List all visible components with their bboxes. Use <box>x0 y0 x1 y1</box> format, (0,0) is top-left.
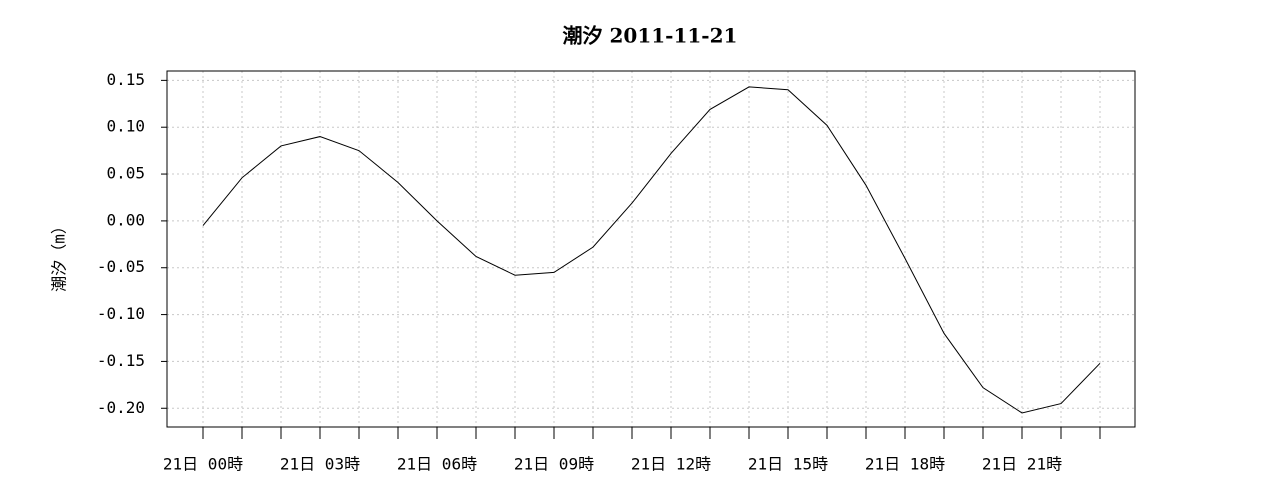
x-tick-label: 21日 00時 <box>163 455 243 474</box>
y-tick-label: 0.05 <box>106 164 145 183</box>
x-tick-label: 21日 15時 <box>748 455 828 474</box>
y-tick-label: 0.00 <box>106 210 145 229</box>
plot-frame <box>166 70 1136 428</box>
x-tick-label: 21日 09時 <box>514 455 594 474</box>
y-axis-label: 潮汐（m） <box>50 218 69 292</box>
x-tick-label: 21日 12時 <box>631 455 711 474</box>
x-tick-label: 21日 21時 <box>982 455 1062 474</box>
chart-title: 潮汐 2011-11-21 <box>563 24 738 48</box>
y-tick-label: 0.15 <box>106 70 145 89</box>
x-tick-label: 21日 03時 <box>280 455 360 474</box>
x-tick-label: 21日 06時 <box>397 455 477 474</box>
y-tick-label: -0.05 <box>97 257 145 276</box>
y-tick-label: -0.10 <box>97 304 145 323</box>
x-tick-label: 21日 18時 <box>865 455 945 474</box>
y-tick-label: 0.10 <box>106 117 145 136</box>
y-tick-label: -0.15 <box>97 351 145 370</box>
line <box>202 86 1101 414</box>
y-tick-label: -0.20 <box>97 398 145 417</box>
